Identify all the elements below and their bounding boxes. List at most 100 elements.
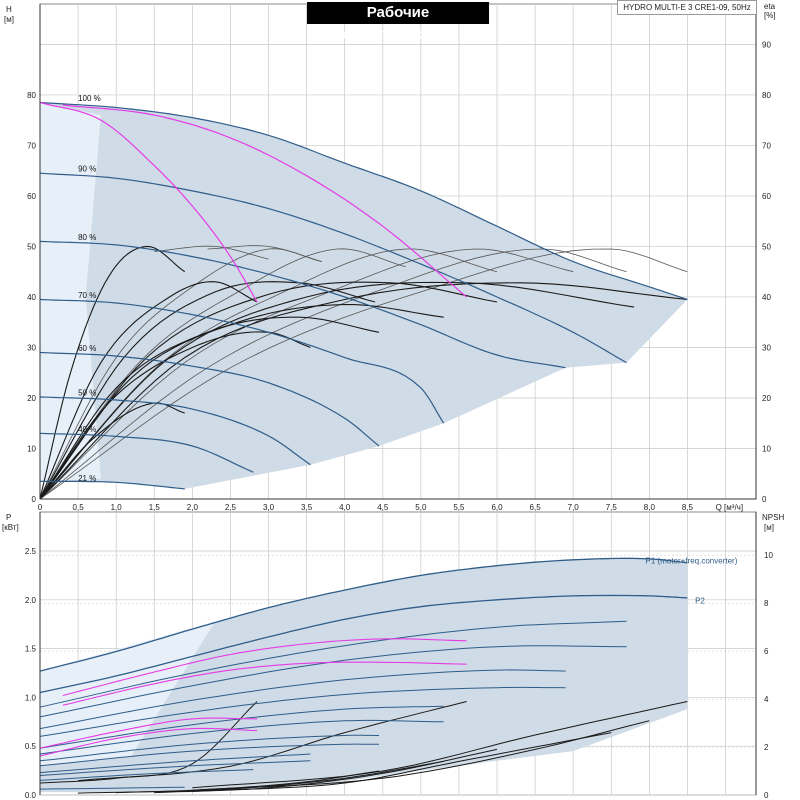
speed-curve-label: 70 % xyxy=(78,291,96,300)
x-tick-label: 3,5 xyxy=(301,503,313,512)
magenta-head-curve xyxy=(39,101,258,303)
npsh-curve xyxy=(78,770,380,794)
magenta-power-curve xyxy=(62,661,467,706)
x-tick-label: 1,5 xyxy=(149,503,161,512)
power-y-tick-label: 2.0 xyxy=(25,596,37,605)
npsh-y-tick-label: 10 xyxy=(764,551,773,560)
eta-y-tick-label: 0 xyxy=(762,495,767,504)
power-y-tick-label: 1.5 xyxy=(25,645,37,654)
x-tick-label: 6,5 xyxy=(530,503,542,512)
eta-y-tick-label: 30 xyxy=(762,343,771,352)
magenta-head-curve xyxy=(62,104,467,298)
speed-curve xyxy=(39,396,311,466)
power-curve xyxy=(39,769,254,781)
head-y-tick-label: 60 xyxy=(27,192,36,201)
efficiency-curve-light xyxy=(154,245,269,260)
x-tick-label: 2,5 xyxy=(225,503,237,512)
x-tick-label: 7,5 xyxy=(606,503,618,512)
speed-curve-label: 60 % xyxy=(78,344,96,353)
head-y-tick-label: 70 xyxy=(27,141,36,150)
head-y-tick-label: 0 xyxy=(32,495,37,504)
speed-curve xyxy=(39,351,380,447)
power-curve xyxy=(39,620,627,708)
npsh-curve xyxy=(78,701,467,782)
x-tick-label: 6,0 xyxy=(491,503,503,512)
power-curve xyxy=(39,705,444,749)
eta-y-tick-label: 20 xyxy=(762,394,771,403)
efficiency-curve xyxy=(39,402,185,500)
eta-axis-unit: [%] xyxy=(764,11,776,20)
npsh-y-tick-label: 4 xyxy=(764,695,769,704)
magenta-power-curve xyxy=(62,638,467,697)
p2-label: P2 xyxy=(695,597,705,606)
npsh-y-tick-label: 6 xyxy=(764,647,769,656)
efficiency-curve xyxy=(39,331,311,500)
head-y-tick-label: 80 xyxy=(27,91,36,100)
power-axis-unit: [кВт] xyxy=(2,523,19,532)
eta-y-tick-label: 40 xyxy=(762,293,771,302)
x-tick-label: 4,5 xyxy=(377,503,389,512)
npsh-axis-label: NPSH xyxy=(762,513,784,522)
speed-curve-label: 90 % xyxy=(78,165,96,174)
x-tick-label: 5,5 xyxy=(453,503,465,512)
npsh-y-tick-label: 8 xyxy=(764,599,769,608)
eta-y-tick-label: 60 xyxy=(762,192,771,201)
efficiency-curve-light xyxy=(39,248,406,500)
efficiency-curve-light xyxy=(39,248,688,500)
npsh-y-tick-label: 0 xyxy=(764,791,769,800)
power-y-tick-label: 0.0 xyxy=(25,791,37,800)
head-y-tick-label: 50 xyxy=(27,242,36,251)
x-tick-label: 2,0 xyxy=(187,503,199,512)
eta-y-tick-label: 90 xyxy=(762,40,771,49)
p2-curve xyxy=(39,594,688,694)
head-low-flow-area xyxy=(40,102,101,482)
head-axis-unit: [м] xyxy=(4,15,14,24)
speed-curve-label: 100 % xyxy=(78,94,101,103)
speed-curve xyxy=(39,298,445,424)
x-tick-label: 7,0 xyxy=(568,503,580,512)
power-curve xyxy=(39,734,379,762)
power-curve xyxy=(39,786,185,790)
eta-y-tick-label: 80 xyxy=(762,91,771,100)
x-tick-label: 8,5 xyxy=(682,503,694,512)
npsh-y-tick-label: 2 xyxy=(764,743,769,752)
efficiency-curve xyxy=(39,281,258,500)
speed-curve-label: 40 % xyxy=(78,425,96,434)
npsh-curve xyxy=(192,701,688,789)
speed-curve-label: 80 % xyxy=(78,233,96,242)
efficiency-curve-light xyxy=(39,248,498,500)
speed-curve xyxy=(39,172,627,364)
speed-curve xyxy=(39,480,185,490)
head-y-tick-label: 20 xyxy=(27,394,36,403)
power-y-tick-label: 1.0 xyxy=(25,693,37,702)
x-tick-label: 3,0 xyxy=(263,503,275,512)
x-axis-label: Q [м³/ч] xyxy=(716,503,743,512)
power-y-tick-label: 0.5 xyxy=(25,742,37,751)
speed-curve-label: 21 % xyxy=(78,474,96,483)
efficiency-curve-light xyxy=(39,248,627,500)
efficiency-curve xyxy=(39,282,688,500)
eta-axis-label: eta xyxy=(764,2,776,11)
power-curve xyxy=(39,686,566,737)
magenta-power-curve xyxy=(39,727,258,757)
speed-curve xyxy=(39,432,254,473)
power-curve xyxy=(39,719,444,755)
npsh-axis-unit: [м] xyxy=(764,523,774,532)
x-tick-label: 4,0 xyxy=(339,503,351,512)
speed-curve xyxy=(39,101,688,301)
magenta-power-curve xyxy=(39,717,258,749)
efficiency-curve xyxy=(39,281,635,500)
chart-subtitle: HYDRO MULTI-E 3 CRE1-09, 50Hz xyxy=(617,0,757,15)
power-axis-label: P xyxy=(6,513,11,522)
x-tick-label: 5,0 xyxy=(415,503,427,512)
eta-y-tick-label: 10 xyxy=(762,444,771,453)
eta-y-tick-label: 70 xyxy=(762,141,771,150)
power-operating-area xyxy=(40,558,688,793)
speed-curve-label: 50 % xyxy=(78,388,96,397)
x-tick-label: 1,0 xyxy=(111,503,123,512)
head-y-tick-label: 10 xyxy=(27,444,36,453)
p1-curve xyxy=(39,557,688,672)
eta-y-tick-label: 50 xyxy=(762,242,771,251)
p1-label: P1 (motor+freq.converter) xyxy=(646,557,738,566)
